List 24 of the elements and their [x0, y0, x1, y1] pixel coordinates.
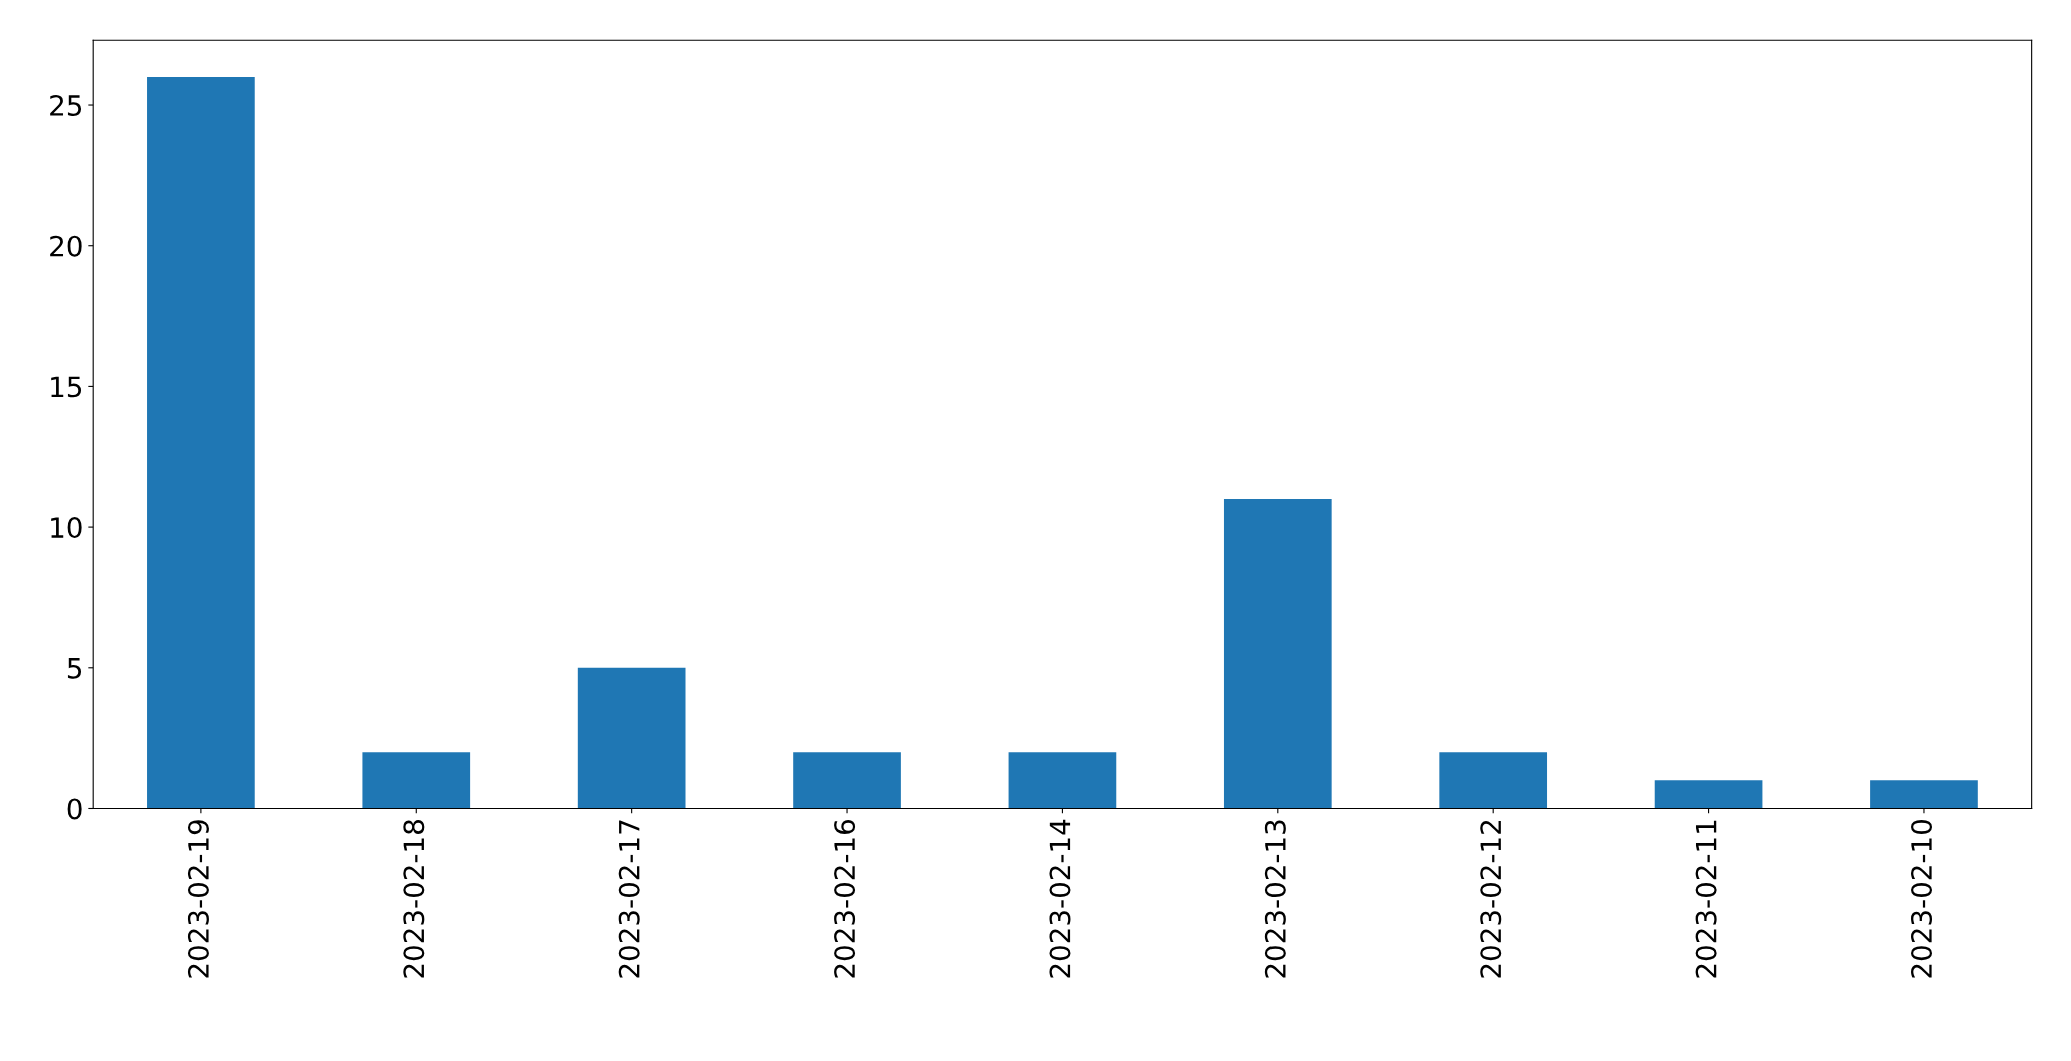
x-tick-label: 2023-02-19 [187, 820, 209, 978]
x-tick-label: 2023-02-10 [1911, 820, 1933, 978]
y-tick-label: 20 [50, 235, 82, 257]
y-tick-label: 15 [51, 376, 82, 398]
bar [577, 667, 686, 809]
bar [362, 752, 471, 809]
bar [1439, 752, 1548, 809]
bar [1654, 780, 1763, 809]
x-tick-label: 2023-02-14 [1049, 819, 1071, 978]
x-tick-label: 2023-02-17 [618, 820, 640, 978]
bar [1223, 498, 1332, 809]
y-tick-label: 10 [51, 517, 82, 539]
bar [793, 752, 901, 809]
y-tick-label: 25 [50, 94, 82, 116]
x-tick-label: 2023-02-18 [403, 820, 425, 978]
bar [1870, 780, 1978, 809]
bar [147, 76, 255, 809]
bar [1008, 752, 1117, 809]
y-tick-label: 5 [67, 658, 82, 679]
y-tick-label: 0 [67, 798, 82, 820]
x-tick-label: 2023-02-12 [1480, 820, 1502, 978]
x-tick-label: 2023-02-13 [1264, 820, 1286, 978]
x-tick-label: 2023-02-16 [834, 819, 856, 978]
x-tick-label: 2023-02-11 [1695, 820, 1717, 978]
